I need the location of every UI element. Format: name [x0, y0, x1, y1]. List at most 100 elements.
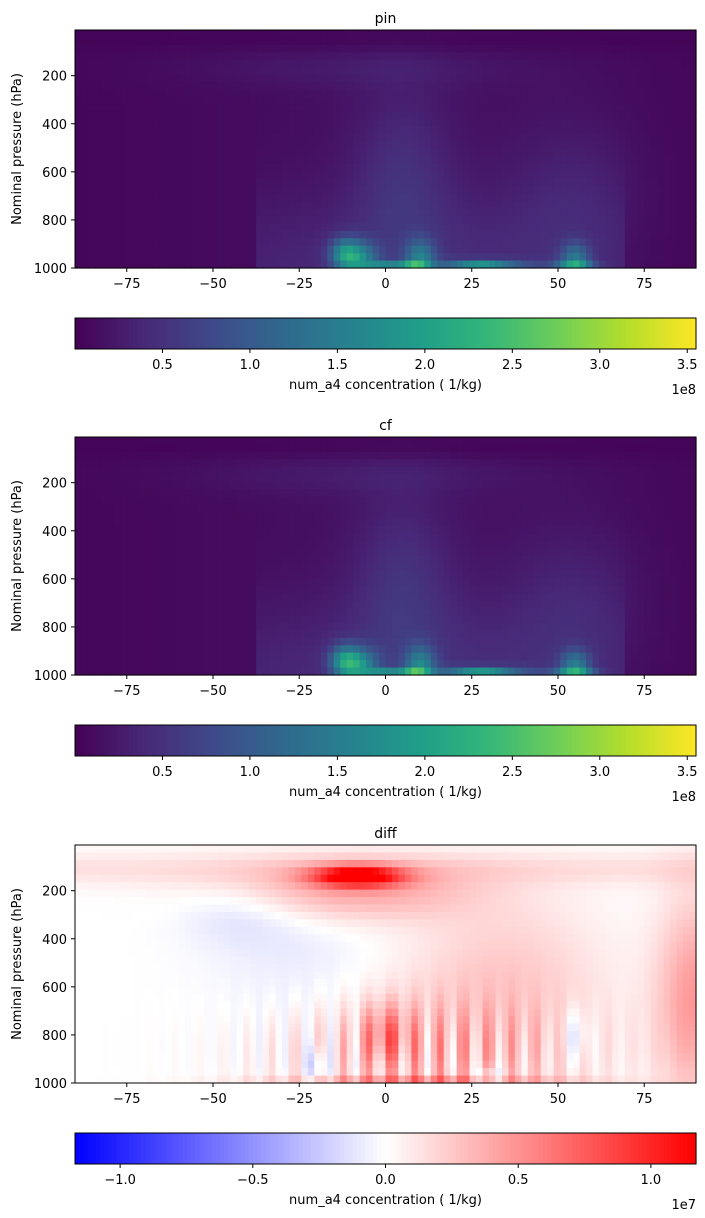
heatmap-cell	[450, 96, 458, 105]
heatmap-cell	[159, 637, 167, 646]
heatmap-cell	[191, 44, 199, 53]
heatmap-cell	[443, 156, 451, 165]
heatmap-cell	[327, 585, 335, 594]
heatmap-cell	[307, 459, 315, 468]
heatmap-cell	[243, 44, 251, 53]
heatmap-cell	[217, 89, 225, 98]
heatmap-cell	[327, 104, 335, 113]
heatmap-cell	[282, 622, 290, 631]
heatmap-cell	[197, 615, 205, 624]
colorbar-segment	[277, 318, 283, 349]
heatmap-cell	[663, 37, 671, 46]
heatmap-cell	[340, 156, 348, 165]
heatmap-cell	[307, 74, 315, 83]
heatmap-cell	[178, 466, 186, 475]
heatmap-cell	[223, 178, 231, 187]
heatmap-cell	[314, 660, 322, 669]
heatmap-cell	[379, 622, 387, 631]
heatmap-cell	[269, 260, 277, 269]
heatmap-cell	[249, 186, 257, 195]
heatmap-cell	[359, 59, 367, 68]
heatmap-cell	[165, 89, 173, 98]
heatmap-cell	[644, 230, 652, 239]
heatmap-cell	[398, 496, 406, 505]
colorbar-segment	[141, 318, 146, 349]
heatmap-cell	[521, 104, 529, 113]
heatmap-cell	[592, 126, 600, 135]
heatmap-cell	[689, 156, 697, 165]
heatmap-cell	[217, 622, 225, 631]
heatmap-cell	[514, 111, 522, 120]
heatmap-cell	[411, 245, 419, 254]
heatmap-cell	[262, 615, 270, 624]
heatmap-cell	[81, 82, 89, 91]
heatmap-cell	[456, 178, 464, 187]
heatmap-cell	[294, 67, 303, 76]
heatmap-cell	[191, 622, 199, 631]
colorbar-segment	[294, 318, 300, 349]
heatmap-cell	[210, 186, 218, 195]
heatmap-cell	[172, 74, 180, 83]
heatmap-cell	[560, 141, 568, 150]
heatmap-cell	[146, 245, 154, 254]
heatmap-cell	[307, 208, 315, 217]
heatmap-cell	[340, 600, 348, 609]
heatmap-cell	[366, 111, 374, 120]
heatmap-cell	[618, 171, 626, 180]
heatmap-cell	[165, 630, 173, 639]
heatmap-cell	[637, 215, 645, 224]
heatmap-cell	[217, 230, 225, 239]
heatmap-cell	[120, 548, 128, 557]
heatmap-cell	[320, 119, 328, 128]
heatmap-cell	[301, 149, 309, 158]
heatmap-cell	[411, 104, 419, 113]
heatmap-cell	[262, 660, 270, 669]
colorbar-segment	[638, 318, 643, 349]
heatmap-cell	[437, 178, 445, 187]
heatmap-cell	[204, 451, 212, 460]
heatmap-cell	[314, 30, 322, 39]
heatmap-cell	[191, 201, 199, 210]
heatmap-cell	[398, 82, 406, 91]
heatmap-cell	[107, 585, 115, 594]
heatmap-cell	[333, 548, 341, 557]
heatmap-cell	[256, 630, 264, 639]
heatmap-cell	[670, 37, 678, 46]
heatmap-cell	[689, 126, 697, 135]
heatmap-cell	[217, 260, 225, 269]
heatmap-cell	[340, 437, 348, 446]
heatmap-cell	[120, 622, 128, 631]
heatmap-cell	[586, 44, 594, 53]
heatmap-cell	[430, 30, 438, 39]
heatmap-cell	[411, 578, 419, 587]
heatmap-cell	[113, 260, 121, 269]
heatmap-cell	[592, 201, 600, 210]
heatmap-cell	[294, 111, 303, 120]
heatmap-cell	[391, 37, 400, 46]
heatmap-cell	[301, 533, 309, 542]
heatmap-cell	[314, 74, 322, 83]
heatmap-cell	[366, 260, 374, 269]
heatmap-cell	[417, 104, 425, 113]
heatmap-cell	[320, 104, 328, 113]
heatmap-cell	[657, 82, 665, 91]
heatmap-cell	[333, 600, 341, 609]
heatmap-cell	[120, 163, 128, 172]
heatmap-cell	[282, 245, 290, 254]
heatmap-cell	[398, 474, 406, 483]
heatmap-cell	[676, 163, 684, 172]
heatmap-cell	[314, 186, 322, 195]
heatmap-cell	[598, 149, 607, 158]
heatmap-cell	[275, 451, 283, 460]
heatmap-cell	[243, 570, 251, 579]
heatmap-cell	[372, 193, 380, 202]
heatmap-cell	[269, 570, 277, 579]
heatmap-cell	[146, 171, 154, 180]
heatmap-cell	[404, 178, 412, 187]
heatmap-cell	[670, 44, 678, 53]
heatmap-cell	[87, 44, 96, 53]
heatmap-cell	[230, 481, 238, 490]
heatmap-cell	[75, 134, 83, 143]
heatmap-cell	[398, 74, 406, 83]
heatmap-cell	[307, 89, 315, 98]
